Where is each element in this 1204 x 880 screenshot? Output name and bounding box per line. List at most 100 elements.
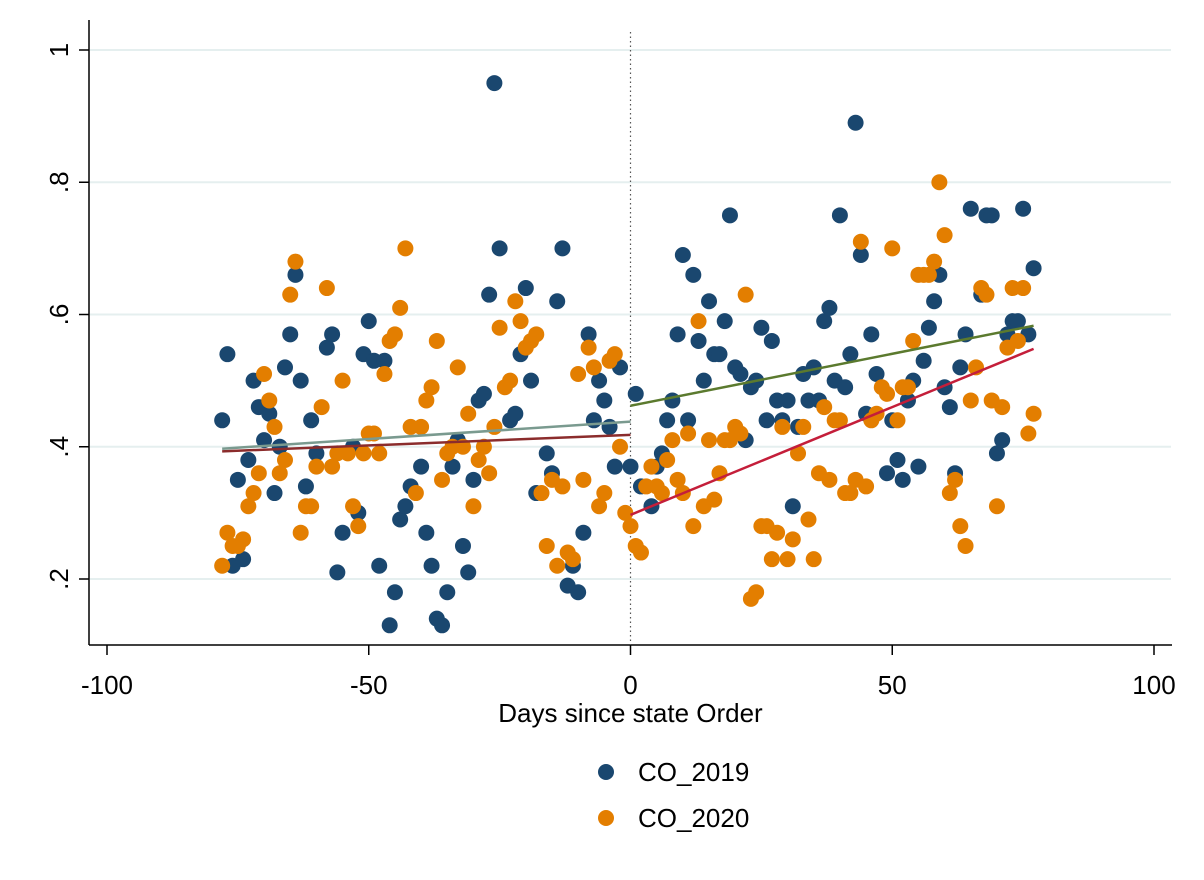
point-co-2019-125 [910, 458, 927, 475]
point-co-2019-115 [852, 246, 869, 263]
point-co-2019-47 [475, 385, 492, 402]
point-co-2019-21 [329, 564, 346, 581]
point-co-2020-9 [261, 392, 278, 409]
point-co-2019-52 [507, 405, 524, 422]
point-co-2020-107 [774, 418, 791, 435]
point-co-2019-146 [1025, 260, 1042, 277]
point-co-2019-140 [994, 432, 1011, 449]
point-co-2019-113 [842, 346, 859, 363]
fit-line-co-2019-pre [222, 420, 631, 450]
point-co-2019-89 [716, 313, 733, 330]
point-co-2020-6 [245, 485, 262, 502]
point-co-2019-20 [324, 326, 341, 343]
legend-marker-co-2020 [598, 810, 614, 826]
point-co-2019-117 [863, 326, 880, 343]
point-co-2020-7 [250, 465, 267, 482]
point-co-2019-119 [879, 465, 896, 482]
point-co-2019-133 [952, 359, 969, 376]
point-co-2020-17 [303, 498, 320, 515]
point-co-2020-148 [988, 498, 1005, 515]
point-co-2020-136 [926, 253, 943, 270]
point-co-2019-16 [297, 478, 314, 495]
point-co-2020-89 [680, 425, 697, 442]
point-co-2019-43 [454, 537, 471, 554]
point-co-2020-25 [345, 498, 362, 515]
point-co-2019-35 [413, 458, 430, 475]
point-co-2019-96 [753, 319, 770, 336]
point-co-2019-86 [701, 293, 718, 310]
point-co-2019-101 [779, 392, 796, 409]
point-co-2020-122 [852, 233, 869, 250]
point-co-2020-0 [214, 557, 231, 574]
point-co-2020-70 [580, 339, 597, 356]
point-co-2020-82 [643, 458, 660, 475]
point-co-2020-38 [413, 418, 430, 435]
data-points [214, 75, 1042, 634]
point-co-2020-127 [879, 385, 896, 402]
point-co-2020-64 [549, 557, 566, 574]
point-co-2020-27 [355, 445, 372, 462]
point-co-2020-55 [502, 372, 519, 389]
point-co-2020-4 [235, 531, 252, 548]
point-co-2019-63 [570, 584, 587, 601]
point-co-2019-65 [580, 326, 597, 343]
point-co-2020-5 [240, 498, 257, 515]
point-co-2020-102 [748, 584, 765, 601]
point-co-2020-142 [957, 537, 974, 554]
point-co-2019-32 [392, 511, 409, 528]
point-co-2019-28 [371, 557, 388, 574]
point-co-2019-31 [386, 584, 403, 601]
point-co-2020-67 [564, 551, 581, 568]
point-co-2020-56 [507, 293, 524, 310]
point-co-2019-69 [601, 418, 618, 435]
point-co-2020-31 [376, 366, 393, 383]
point-co-2020-116 [821, 471, 838, 488]
point-co-2019-114 [847, 114, 864, 131]
point-co-2020-100 [737, 286, 754, 303]
point-co-2019-33 [397, 498, 414, 515]
point-co-2020-13 [282, 286, 299, 303]
point-co-2019-109 [821, 299, 838, 316]
point-co-2019-44 [460, 564, 477, 581]
point-co-2020-45 [449, 359, 466, 376]
point-co-2019-48 [481, 286, 498, 303]
point-co-2020-149 [994, 399, 1011, 416]
point-co-2019-13 [282, 326, 299, 343]
x-tick-label-4: 100 [1132, 670, 1175, 700]
point-co-2020-143 [962, 392, 979, 409]
point-co-2020-85 [659, 451, 676, 468]
point-co-2020-40 [423, 379, 440, 396]
point-co-2019-41 [444, 458, 461, 475]
point-co-2019-139 [988, 445, 1005, 462]
point-co-2019-26 [360, 313, 377, 330]
point-co-2019-57 [538, 445, 555, 462]
point-co-2020-10 [266, 418, 283, 435]
point-co-2020-8 [256, 366, 273, 383]
point-co-2020-24 [339, 445, 356, 462]
point-co-2020-129 [889, 412, 906, 429]
point-co-2019-90 [721, 207, 738, 224]
point-co-2019-17 [303, 412, 320, 429]
point-co-2020-120 [842, 485, 859, 502]
point-co-2020-113 [805, 551, 822, 568]
point-co-2020-77 [617, 504, 634, 521]
point-co-2019-30 [381, 617, 398, 634]
point-co-2020-23 [334, 372, 351, 389]
point-co-2019-18 [308, 445, 325, 462]
point-co-2019-85 [695, 372, 712, 389]
point-co-2020-112 [800, 511, 817, 528]
point-co-2019-144 [1015, 200, 1032, 217]
point-co-2019-102 [784, 498, 801, 515]
point-co-2020-152 [1009, 332, 1026, 349]
point-co-2019-121 [889, 451, 906, 468]
point-co-2020-53 [491, 319, 508, 336]
point-co-2019-83 [685, 266, 702, 283]
point-co-2020-49 [470, 451, 487, 468]
point-co-2019-72 [622, 458, 639, 475]
point-co-2019-12 [276, 359, 293, 376]
point-co-2020-33 [386, 326, 403, 343]
point-co-2019-70 [606, 458, 623, 475]
point-co-2019-22 [334, 524, 351, 541]
point-co-2020-20 [318, 280, 335, 297]
